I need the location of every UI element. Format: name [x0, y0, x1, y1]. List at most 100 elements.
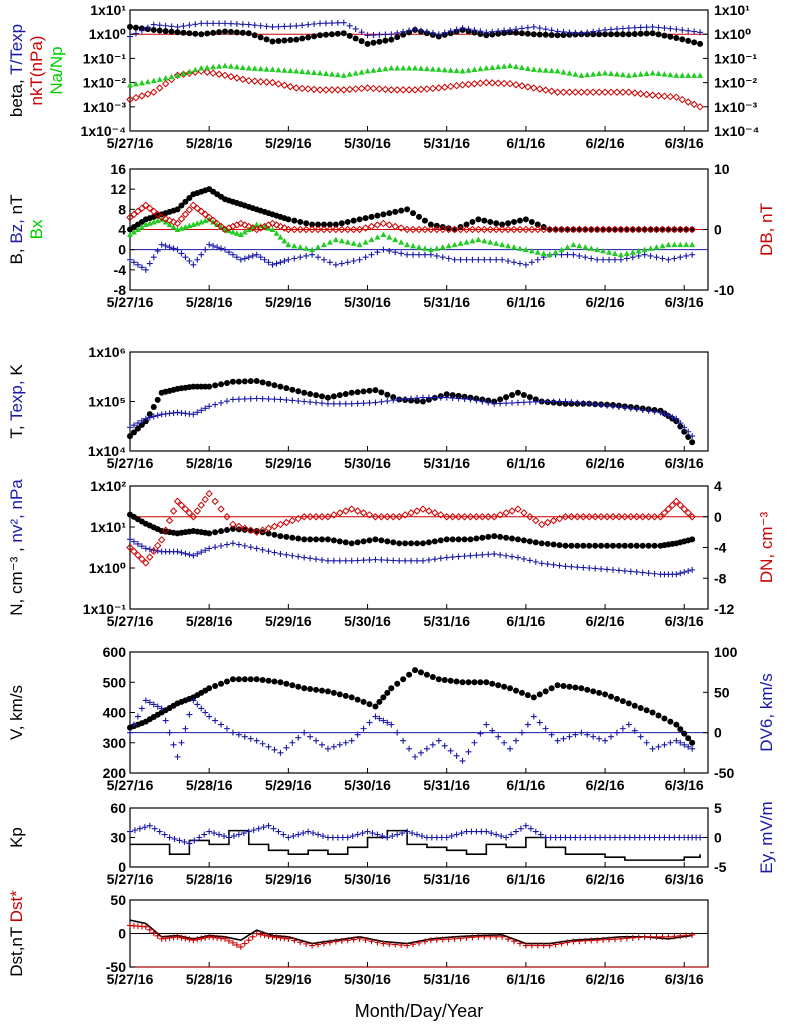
series-beta-point — [685, 37, 692, 44]
series-db-point — [130, 210, 138, 219]
panel-dst-left-tick-label: -50 — [106, 959, 126, 975]
series-b-point — [606, 226, 613, 233]
series-texp-point — [277, 396, 284, 403]
series-db-point — [658, 225, 667, 234]
series-t-point — [514, 389, 521, 396]
series-dv6-point — [441, 742, 448, 749]
series-dn-point — [142, 559, 150, 567]
series-dv6-point — [158, 705, 165, 712]
series-nv--point — [431, 556, 438, 563]
panel-dst-left-tick-label: 50 — [110, 892, 126, 908]
series-db-point — [640, 225, 649, 234]
series-nv--point — [142, 545, 149, 552]
series-dn-point — [177, 501, 186, 509]
series-dst--point — [142, 923, 149, 930]
series-texp-point — [497, 400, 504, 407]
series-ey-point — [245, 828, 252, 835]
series-nv--point — [609, 566, 616, 573]
series-t-texp-point — [649, 23, 656, 30]
series-bz-point — [534, 256, 541, 263]
series-t-texp-point — [471, 27, 478, 34]
series-nv--point — [455, 553, 462, 560]
series-n-point — [384, 538, 391, 545]
series-nv--point — [544, 561, 551, 568]
panel-n-left-tick-label: 1x10² — [90, 478, 126, 494]
series-n-point — [366, 537, 373, 544]
series-v-point — [661, 715, 668, 722]
series-t-point — [443, 391, 450, 398]
series-dst--point — [493, 933, 500, 940]
series-bx-point — [629, 249, 636, 255]
series-bx-point — [229, 229, 236, 235]
series-dv6-point — [253, 737, 260, 744]
series-dv6-point — [471, 739, 478, 746]
series-nv--point — [390, 557, 397, 564]
series-texp-point — [621, 404, 628, 411]
series-texp-point — [313, 399, 320, 406]
series-bz-point — [285, 256, 292, 263]
series-t-point — [206, 383, 213, 390]
series-dst--point — [249, 933, 256, 940]
series-t-texp-point — [281, 23, 288, 30]
series-n-point — [402, 540, 409, 547]
series-db-point — [635, 225, 643, 234]
series-nv--point — [491, 550, 498, 557]
series-na-np-point — [613, 71, 620, 77]
series-t-texp-point — [346, 22, 353, 29]
series-nkt-npa--point — [636, 90, 645, 98]
series-t-texp-point — [560, 28, 567, 35]
series-b-point — [635, 226, 642, 233]
series-dv6-point — [235, 731, 242, 738]
series-nkt-npa--point — [411, 86, 419, 94]
series-b-point — [416, 213, 422, 220]
series-b-point — [653, 226, 660, 233]
series-t-point — [253, 377, 260, 384]
series-na-np-point — [524, 65, 531, 71]
series-dst--point — [150, 929, 157, 936]
series-b-point — [445, 225, 452, 232]
series-dst--point — [457, 935, 464, 942]
series-t-point — [336, 392, 343, 399]
series-nkt-npa--point — [351, 85, 360, 93]
series-n-point — [206, 530, 213, 537]
series-db-point — [290, 225, 299, 234]
series-bx-point — [439, 244, 446, 250]
series-texp-point — [202, 405, 209, 412]
series-dv6-point — [354, 731, 361, 738]
panel-kp-date-label: 5/30/16 — [344, 871, 391, 887]
x-axis-title: Month/Day/Year — [355, 1001, 483, 1021]
series-nkt-npa--point — [494, 79, 502, 87]
series-dst--point — [198, 935, 205, 942]
series-db-point — [474, 225, 483, 234]
panel-v-left-tick-label: 400 — [103, 705, 127, 721]
series-db-point — [385, 221, 394, 229]
series-dn-point — [401, 511, 409, 519]
series-dv6-point — [178, 739, 185, 746]
series-bx-point — [534, 249, 541, 255]
panel-n-date-label: 5/31/16 — [423, 613, 470, 629]
series-db-point — [146, 204, 154, 213]
series-n-point — [449, 536, 456, 543]
series-beta-point — [346, 32, 353, 39]
series-dn-point — [508, 507, 516, 515]
series-dst--point — [303, 940, 310, 947]
series-nv--point — [467, 552, 474, 559]
series-t-texp-point — [406, 27, 413, 34]
series-nv--point — [218, 542, 225, 549]
series-b-point — [546, 226, 553, 233]
series-bz-point — [166, 244, 173, 251]
series-bz-point — [641, 251, 648, 258]
series-dst--point — [546, 942, 553, 949]
series-beta-point — [483, 32, 490, 39]
series-nkt-npa--point — [654, 92, 663, 100]
series-ey-point — [379, 833, 386, 840]
series-db-point — [539, 225, 548, 234]
series-na-np-point — [322, 70, 329, 77]
series-bx-point — [350, 240, 357, 246]
series-t-texp-point — [322, 20, 329, 27]
panel-dst-date-label: 5/27/16 — [107, 971, 154, 987]
series-db-point — [241, 221, 249, 229]
panel-n-date-label: 5/27/16 — [107, 613, 154, 629]
series-dst--point — [505, 936, 512, 943]
